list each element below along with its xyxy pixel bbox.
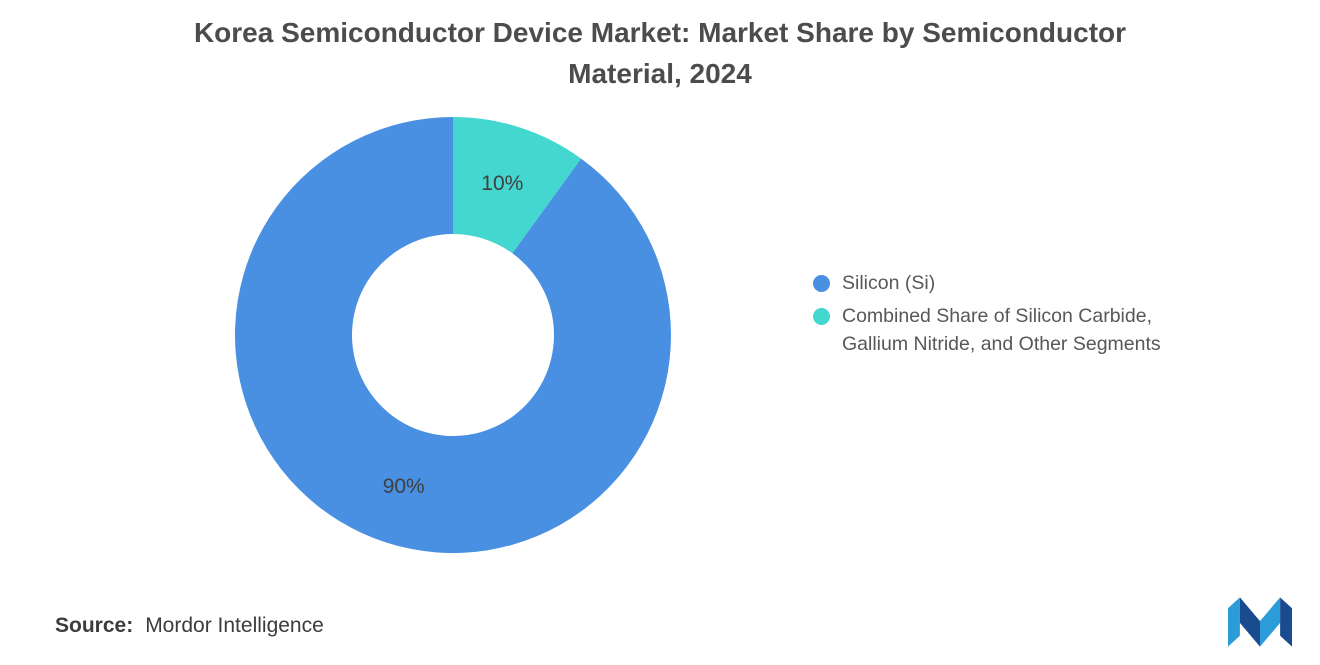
legend-label: Silicon (Si) [842,272,936,294]
donut-slice [453,117,582,254]
logo-shape [1228,597,1240,647]
donut-chart: 10% 90% [223,105,683,565]
source-label: Source: [55,614,134,637]
logo-shape [1239,597,1260,647]
logo-shape [1260,597,1281,647]
chart-title: Korea Semiconductor Device Market: Marke… [193,17,1127,89]
legend: Silicon (Si) Combined Share of Silicon Ca… [813,269,1213,363]
legend-label: Combined Share of Silicon Carbide, Galli… [842,305,1161,355]
donut-chart-svg: 10% 90% [234,117,671,553]
legend-item: Silicon (Si) [813,269,1213,297]
slice-label: 90% [383,475,425,498]
legend-item: Combined Share of Silicon Carbide, Galli… [813,302,1213,358]
legend-swatch [813,308,830,325]
mordor-intelligence-logo [1228,597,1292,647]
slice-label: 10% [481,172,523,195]
donut-slice [234,117,671,553]
source-name: Mordor Intelligence [145,614,324,637]
logo-shape [1280,597,1292,647]
legend-swatch [813,275,830,292]
source-line: Source: Mordor Intelligence [55,614,324,638]
